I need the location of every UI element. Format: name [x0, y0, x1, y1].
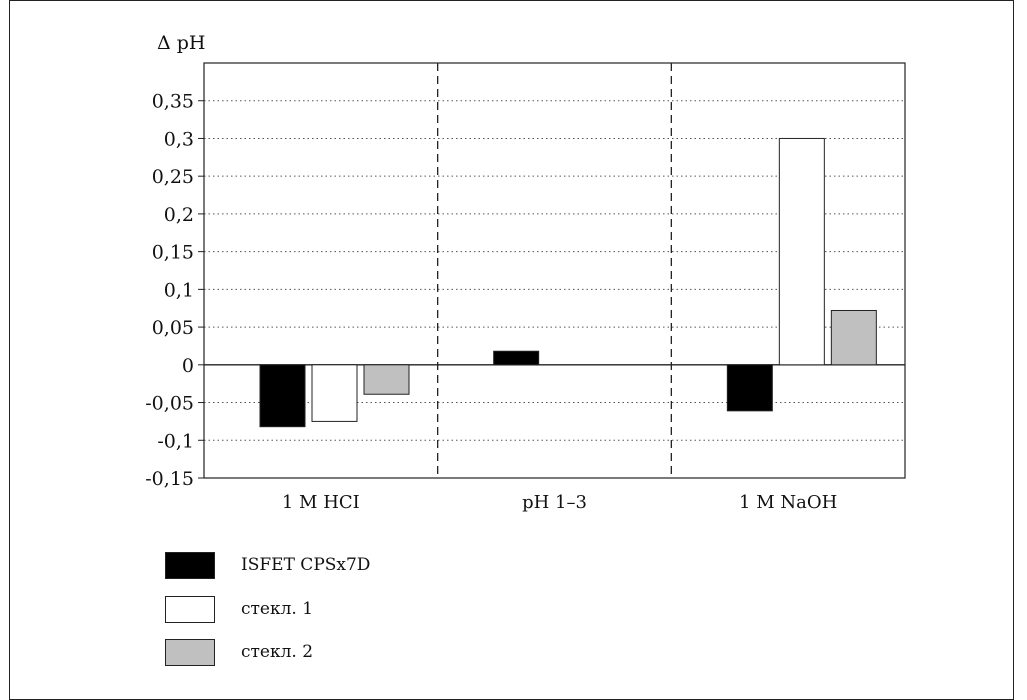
y-tick-label: -0,1	[157, 430, 194, 452]
y-tick-label: 0,1	[164, 279, 194, 301]
bar	[259, 364, 306, 428]
y-tick-label: 0,3	[164, 128, 194, 150]
bar	[363, 364, 410, 395]
bar	[493, 350, 540, 366]
legend-swatch-glass-1	[165, 596, 215, 623]
bar	[311, 364, 358, 422]
legend-label-isfet: ISFET CPSx7D	[241, 555, 371, 575]
bar	[778, 137, 825, 366]
plot-border	[203, 62, 906, 479]
y-tick-label: 0,05	[152, 317, 194, 339]
legend-label-glass-2: стекл. 2	[241, 642, 314, 662]
bar	[726, 364, 773, 412]
bar	[830, 309, 877, 366]
legend-label-glass-1: стекл. 1	[241, 599, 314, 619]
y-tick-label: 0,2	[164, 204, 194, 226]
legend-swatch-isfet	[165, 552, 215, 579]
x-category-label: 1 M NaOH	[739, 492, 837, 513]
y-tick-label: -0,05	[145, 393, 194, 415]
legend-swatch-glass-2	[165, 639, 215, 666]
y-tick-label: -0,15	[145, 468, 194, 490]
x-category-label: pH 1–3	[522, 492, 587, 513]
y-tick-label: 0,15	[152, 242, 194, 264]
y-tick-label: 0	[182, 355, 194, 377]
bar-chart: 0,35 0,3 0,25 0,2 0,15 0,1 0,05 0 -0,05 -0,1 -0,15…	[145, 32, 906, 513]
figure-frame: 0,35 0,3 0,25 0,2 0,15 0,1 0,05 0 -0,05 -0,1 -0,15…	[9, 0, 1014, 700]
y-tick-label: 0,25	[152, 166, 194, 188]
y-tick-label: 0,35	[152, 91, 194, 113]
y-axis-title: Δ pH	[157, 32, 206, 54]
x-category-label: 1 M HCI	[282, 492, 360, 513]
